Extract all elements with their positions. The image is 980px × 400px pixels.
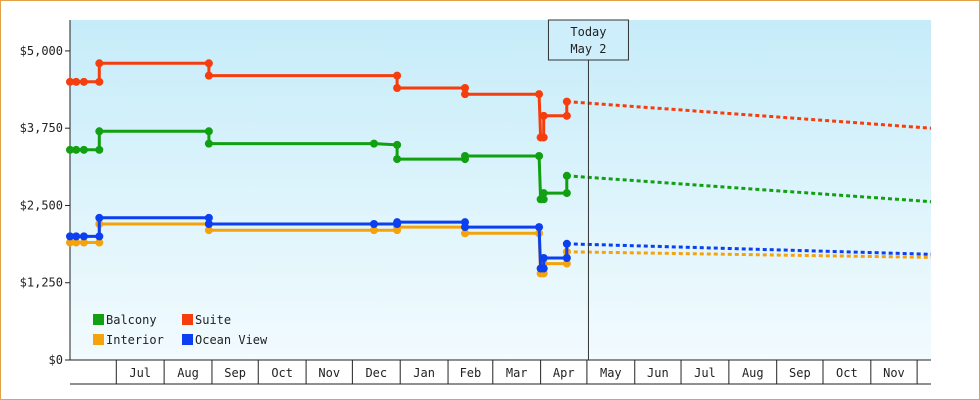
data-point xyxy=(369,220,378,228)
data-point xyxy=(393,155,402,164)
legend-label: Suite xyxy=(195,313,231,327)
y-tick-label: $5,000 xyxy=(20,44,63,58)
data-point xyxy=(393,84,402,92)
data-point xyxy=(562,97,571,106)
data-point xyxy=(461,229,470,238)
data-point xyxy=(204,226,213,235)
legend-label: Balcony xyxy=(106,313,157,327)
data-point xyxy=(204,220,213,228)
data-point xyxy=(95,232,104,241)
data-point xyxy=(461,152,470,160)
today-marker: Today May 2 xyxy=(547,19,629,360)
data-point xyxy=(66,232,74,241)
data-point xyxy=(95,77,104,86)
legend-label: Ocean View xyxy=(195,333,268,347)
data-point xyxy=(369,226,378,235)
legend-swatch xyxy=(182,334,193,345)
data-point xyxy=(461,90,470,99)
month-label: Jan xyxy=(413,366,435,380)
data-point xyxy=(393,218,402,227)
data-point xyxy=(95,238,104,247)
month-label: Nov xyxy=(883,366,905,380)
month-label: Nov xyxy=(318,366,340,380)
y-tick-label: $3,750 xyxy=(20,121,63,135)
data-point xyxy=(72,77,81,86)
month-label: Oct xyxy=(271,366,293,380)
x-axis: Jul Aug Sep Oct Nov Dec Jan Feb Mar Apr May Jun Jul A… xyxy=(70,359,931,385)
y-tick-label: $0 xyxy=(49,353,63,367)
plot-background xyxy=(70,20,931,360)
month-label: Jun xyxy=(647,366,669,380)
month-label: May xyxy=(600,366,622,380)
data-point xyxy=(393,71,402,80)
month-label: Oct xyxy=(836,366,858,380)
series-lines xyxy=(66,59,932,278)
y-tick-label: $1,250 xyxy=(20,276,63,290)
forecast-line xyxy=(566,242,932,256)
month-label: Sep xyxy=(789,366,811,380)
data-point xyxy=(562,239,571,248)
data-point xyxy=(535,152,544,160)
legend-swatch xyxy=(93,314,104,325)
month-label: Apr xyxy=(553,366,575,380)
data-point xyxy=(66,77,74,86)
data-point xyxy=(539,111,548,120)
today-box xyxy=(547,19,629,61)
data-point xyxy=(72,145,81,154)
data-point xyxy=(79,232,88,241)
legend-label: Interior xyxy=(106,333,164,347)
data-point xyxy=(539,254,548,262)
data-point xyxy=(204,139,213,148)
month-label: Jul xyxy=(694,366,716,380)
month-label: Jul xyxy=(129,366,151,380)
data-point xyxy=(562,254,571,262)
data-point xyxy=(95,145,104,154)
data-point xyxy=(539,264,548,273)
forecast-line xyxy=(566,174,932,204)
data-point xyxy=(66,238,74,247)
data-point xyxy=(535,90,544,99)
data-point xyxy=(539,133,548,142)
data-point xyxy=(79,238,88,247)
data-point xyxy=(66,145,74,154)
legend-swatch xyxy=(182,314,193,325)
data-point xyxy=(204,213,213,222)
forecast-line xyxy=(566,100,932,130)
data-point xyxy=(79,77,88,86)
y-axis: $0 $1,250 $2,500 $3,750 $5,000 xyxy=(20,20,71,367)
data-point xyxy=(95,127,104,136)
data-point xyxy=(204,71,213,80)
month-label: Aug xyxy=(742,366,764,380)
forecast-line xyxy=(566,250,932,259)
today-label: Today xyxy=(570,25,606,39)
data-point xyxy=(562,111,571,120)
data-point xyxy=(95,213,104,222)
data-point xyxy=(562,189,571,198)
month-label: Feb xyxy=(460,366,482,380)
data-point xyxy=(79,145,88,154)
data-point xyxy=(204,59,213,68)
month-label: Sep xyxy=(224,366,246,380)
data-point xyxy=(393,140,402,149)
data-point xyxy=(562,171,571,180)
data-point xyxy=(369,139,378,148)
month-label: Aug xyxy=(177,366,199,380)
data-point xyxy=(535,223,544,232)
data-point xyxy=(72,238,81,247)
month-label: Dec xyxy=(365,366,387,380)
data-point xyxy=(539,189,548,198)
data-point xyxy=(461,223,470,232)
data-point xyxy=(539,195,548,204)
y-tick-label: $2,500 xyxy=(20,198,63,212)
data-point xyxy=(562,259,571,268)
data-point xyxy=(95,59,104,68)
data-point xyxy=(204,127,213,136)
legend-swatch xyxy=(93,334,104,345)
legend: Balcony Suite Interior Ocean View xyxy=(93,313,268,347)
data-point xyxy=(72,232,81,241)
month-label: Mar xyxy=(506,366,528,380)
today-date-label: May 2 xyxy=(570,42,606,56)
data-point xyxy=(461,84,470,92)
